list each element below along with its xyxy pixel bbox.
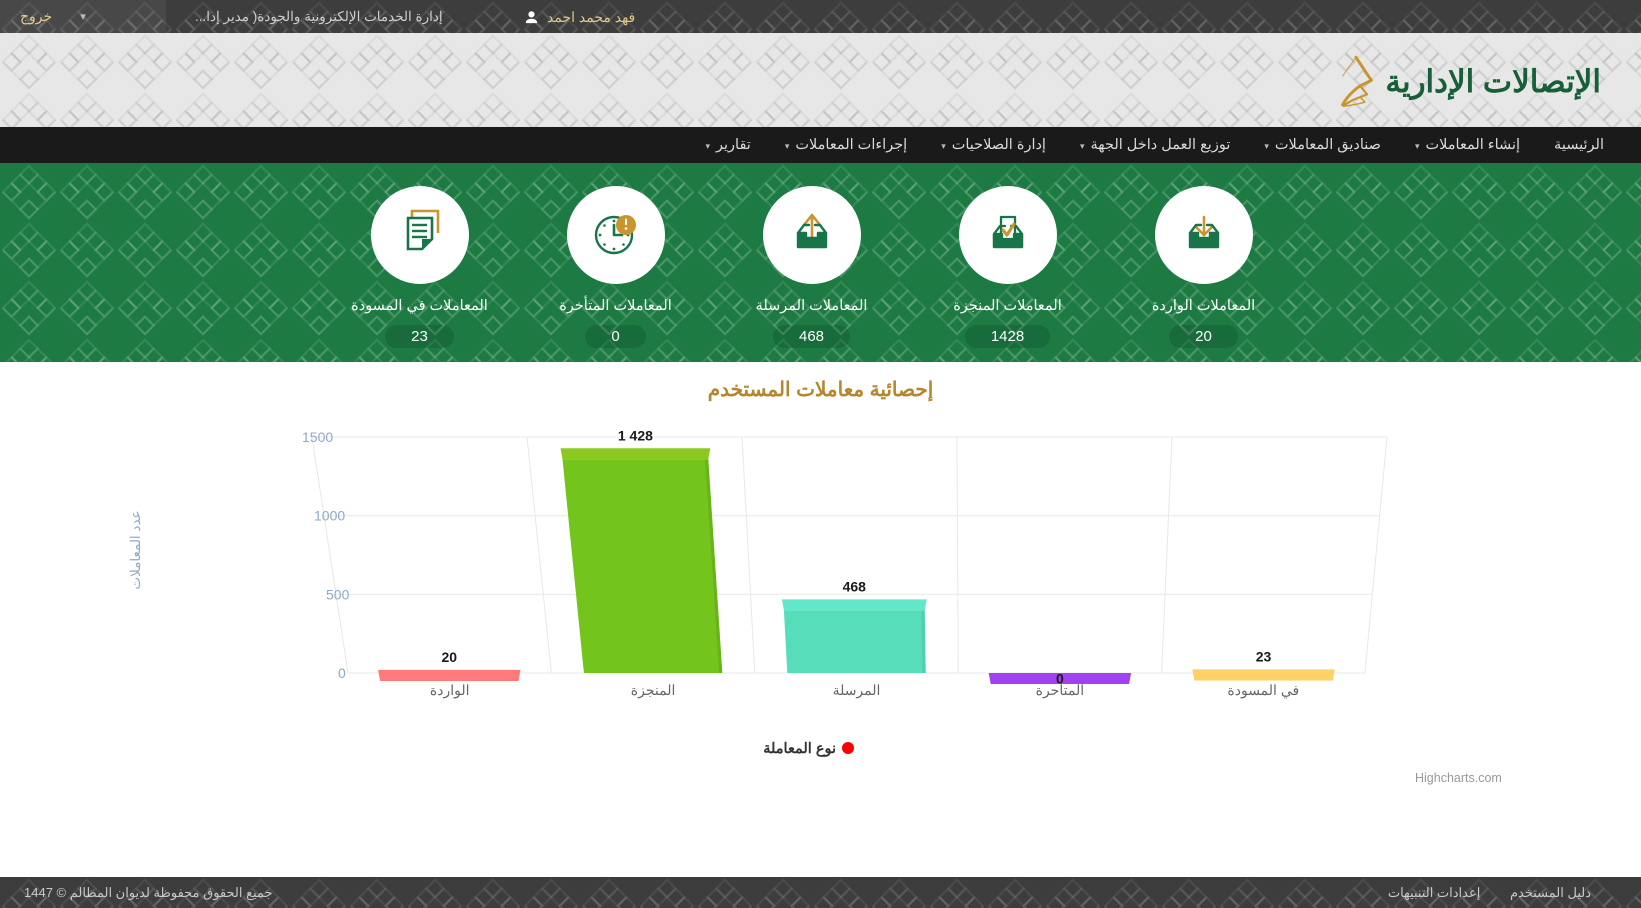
svg-text:1500: 1500 [302,429,333,445]
svg-text:0: 0 [338,665,346,681]
svg-text:نوع المعاملة: نوع المعاملة [763,741,836,757]
svg-text:1000: 1000 [314,508,345,524]
svg-text:20: 20 [442,649,458,665]
svg-text:Highcharts.com: Highcharts.com [1415,771,1502,785]
svg-text:في المسودة: في المسودة [1227,682,1299,699]
svg-text:0: 0 [1056,671,1064,687]
svg-text:عدد المعاملات: عدد المعاملات [128,510,143,589]
svg-text:المنجزة: المنجزة [631,682,676,699]
svg-text:الواردة: الواردة [430,682,470,699]
svg-text:المرسلة: المرسلة [833,682,881,699]
svg-text:23: 23 [1256,648,1272,664]
svg-text:1 428: 1 428 [618,427,653,443]
svg-text:468: 468 [843,578,867,594]
svg-text:500: 500 [326,586,350,602]
